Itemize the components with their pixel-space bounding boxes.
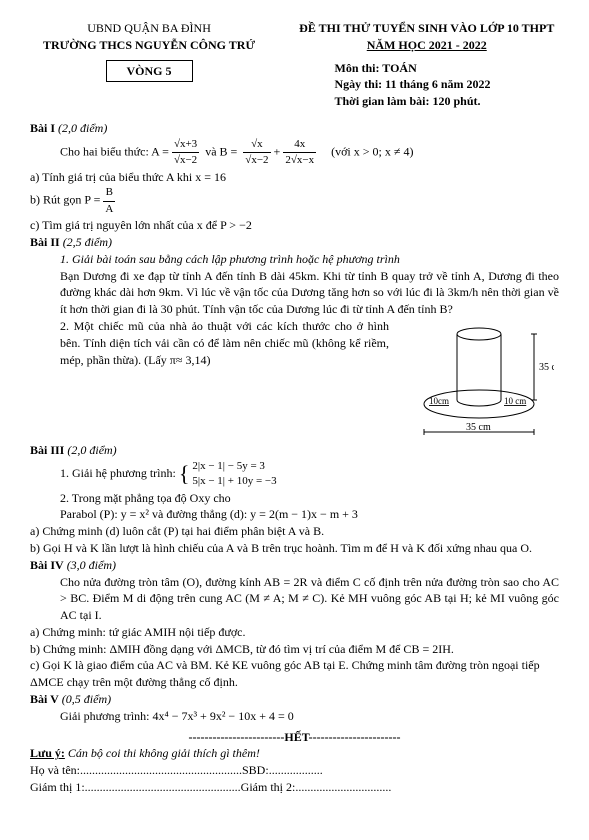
bai5: Bài V (0,5 điểm) Giải phương trình: 4x⁴ … (30, 691, 559, 725)
footer-line2: Giám thị 1:.............................… (30, 779, 559, 796)
brace-icon: { (179, 459, 190, 490)
round-box: VÒNG 5 (106, 60, 193, 83)
bai5-points: (0,5 điểm) (62, 692, 111, 706)
header-right: ĐỀ THI THỬ TUYỂN SINH VÀO LỚP 10 THPT NĂ… (295, 20, 560, 110)
svg-text:35 cm: 35 cm (539, 362, 554, 373)
note-text: Cán bộ coi thi không giải thích gì thêm! (68, 746, 260, 760)
bai1-c: c) Tìm giá trị nguyên lớn nhất của x để … (30, 217, 559, 234)
frac-P: BA (103, 185, 115, 217)
bai2-p2: 2. Một chiếc mũ của nhà ảo thuật với các… (30, 318, 559, 442)
bai3-a: a) Chứng minh (d) luôn cắt (P) tại hai đ… (30, 523, 559, 540)
frac-B1: √x√x−2 (243, 137, 270, 169)
bai1-points: (2,0 điểm) (58, 121, 107, 135)
bai4-title: Bài IV (30, 558, 64, 572)
bai4-a: a) Chứng minh: tứ giác AMIH nội tiếp đượ… (30, 624, 559, 641)
bai3-parabol: Parabol (P): y = x² và đường thẳng (d): … (60, 506, 559, 523)
exam-date: Ngày thi: 11 tháng 6 năm 2022 (335, 77, 491, 91)
bai4: Bài IV (3,0 điểm) Cho nửa đường tròn tâm… (30, 557, 559, 691)
eq2: 5|x − 1| + 10y = −3 (192, 474, 276, 489)
frac-B2: 4x2√x−x (283, 137, 316, 169)
bai5-text: Giải phương trình: 4x⁴ − 7x³ + 9x² − 10x… (60, 708, 559, 725)
note: Lưu ý: Cán bộ coi thi không giải thích g… (30, 745, 559, 762)
bai5-title: Bài V (30, 692, 59, 706)
bai3-b: b) Gọi H và K lần lượt là hình chiếu của… (30, 540, 559, 557)
exam-info: Môn thi: TOÁN Ngày thi: 11 tháng 6 năm 2… (335, 60, 560, 110)
bai3-p2-label: 2. Trong mặt phẳng tọa độ Oxy cho (60, 490, 559, 507)
plus: + (274, 144, 281, 158)
bai2: Bài II (2,5 điểm) 1. Giải bài toán sau b… (30, 234, 559, 442)
exam-header: UBND QUẬN BA ĐÌNH TRƯỜNG THCS NGUYỄN CÔN… (30, 20, 559, 110)
svg-text:10cm: 10cm (429, 396, 449, 406)
bai3: Bài III (2,0 điểm) 1. Giải hệ phương trì… (30, 442, 559, 557)
bai1-a: a) Tính giá trị của biểu thức A khi x = … (30, 169, 559, 186)
bai4-c: c) Gọi K là giao điểm của AC và BM. Kẻ K… (30, 657, 559, 691)
footer-line1: Họ và tên:..............................… (30, 762, 559, 779)
bai1: Bài I (2,0 điểm) Cho hai biểu thức: A = … (30, 120, 559, 234)
exam-title: ĐỀ THI THỬ TUYỂN SINH VÀO LỚP 10 THPT (295, 20, 560, 37)
bai4-b: b) Chứng minh: ΔMIH đồng dạng với ΔMCB, … (30, 641, 559, 658)
bai1-expr: Cho hai biểu thức: A = √x+3√x−2 và B = √… (60, 137, 559, 169)
bai3-p1: 1. Giải hệ phương trình: { 2|x − 1| − 5y… (60, 459, 559, 490)
bai2-p1-text: Bạn Dương đi xe đạp từ tỉnh A đến tỉnh B… (60, 268, 559, 318)
het-line: ------------------------HẾT-------------… (30, 729, 559, 746)
svg-text:10 cm: 10 cm (504, 396, 526, 406)
eq1: 2|x − 1| − 5y = 3 (192, 459, 276, 474)
cylinder-svg: 35 cm 10cm 10 cm 35 cm (404, 322, 554, 442)
hat-diagram: 35 cm 10cm 10 cm 35 cm (399, 318, 559, 442)
bai3-points: (2,0 điểm) (67, 443, 116, 457)
bai1-intro: Cho hai biểu thức: A = (60, 144, 169, 158)
frac-A: √x+3√x−2 (172, 137, 199, 169)
bai3-title: Bài III (30, 443, 64, 457)
and-label: và B = (205, 144, 237, 158)
bai4-points: (3,0 điểm) (67, 558, 116, 572)
bai2-p2-text: 2. Một chiếc mũ của nhà ảo thuật với các… (60, 318, 389, 442)
header-left: UBND QUẬN BA ĐÌNH TRƯỜNG THCS NGUYỄN CÔN… (30, 20, 268, 110)
system-eq: 2|x − 1| − 5y = 3 5|x − 1| + 10y = −3 (192, 459, 276, 490)
exam-duration: Thời gian làm bài: 120 phút. (335, 94, 481, 108)
school-name: TRƯỜNG THCS NGUYỄN CÔNG TRỨ (30, 37, 268, 54)
svg-text:35 cm: 35 cm (466, 422, 491, 433)
bai2-points: (2,5 điểm) (63, 235, 112, 249)
bai1-b: b) Rút gọn P = BA (30, 185, 559, 217)
bai2-p1-title: 1. Giải bài toán sau bằng cách lập phươn… (60, 251, 559, 268)
subject: Môn thi: TOÁN (335, 61, 417, 75)
district-label: UBND QUẬN BA ĐÌNH (30, 20, 268, 37)
bai1-title: Bài I (30, 121, 55, 135)
bai2-title: Bài II (30, 235, 60, 249)
bai4-intro: Cho nửa đường tròn tâm (O), đường kính A… (60, 574, 559, 624)
bai1-cond: (với x > 0; x ≠ 4) (331, 144, 413, 158)
exam-year: NĂM HỌC 2021 - 2022 (295, 37, 560, 54)
